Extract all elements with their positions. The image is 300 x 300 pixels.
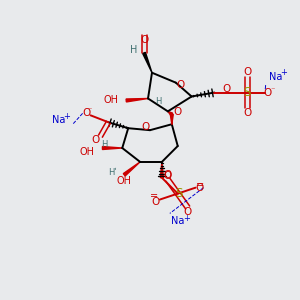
- Text: OH: OH: [80, 147, 94, 157]
- Text: O: O: [174, 107, 182, 117]
- Text: +: +: [183, 214, 190, 223]
- Text: O: O: [164, 170, 172, 180]
- Polygon shape: [143, 52, 152, 73]
- Text: S: S: [175, 187, 182, 200]
- Polygon shape: [170, 114, 173, 124]
- Text: H: H: [155, 97, 161, 106]
- Text: +: +: [280, 68, 287, 77]
- Text: H: H: [130, 45, 138, 55]
- Text: O: O: [264, 88, 272, 98]
- Text: O: O: [243, 67, 251, 77]
- Polygon shape: [102, 146, 122, 149]
- Text: Hʹ: Hʹ: [108, 168, 117, 177]
- Text: O: O: [164, 171, 172, 181]
- Text: O: O: [152, 196, 160, 206]
- Text: O: O: [177, 80, 185, 90]
- Text: =: =: [150, 192, 158, 202]
- Text: +: +: [63, 112, 70, 121]
- Text: O: O: [92, 135, 100, 145]
- Text: O: O: [184, 207, 192, 218]
- Text: H: H: [101, 140, 108, 148]
- Polygon shape: [168, 111, 173, 116]
- Text: O: O: [82, 108, 91, 118]
- Text: OH: OH: [103, 95, 118, 106]
- Text: O: O: [140, 35, 148, 45]
- Text: O: O: [141, 122, 149, 132]
- Text: ⁻: ⁻: [271, 85, 275, 94]
- Text: ⁻: ⁻: [87, 105, 92, 114]
- Polygon shape: [123, 162, 140, 176]
- Text: OH: OH: [117, 176, 132, 186]
- Text: O: O: [195, 183, 204, 193]
- Text: O: O: [222, 84, 230, 94]
- Text: =: =: [196, 180, 204, 190]
- Polygon shape: [126, 98, 148, 102]
- Text: Na: Na: [52, 115, 65, 125]
- Polygon shape: [160, 162, 164, 178]
- Text: S: S: [243, 86, 251, 99]
- Text: Na: Na: [171, 216, 184, 226]
- Text: Na: Na: [269, 72, 283, 82]
- Text: O: O: [243, 108, 251, 118]
